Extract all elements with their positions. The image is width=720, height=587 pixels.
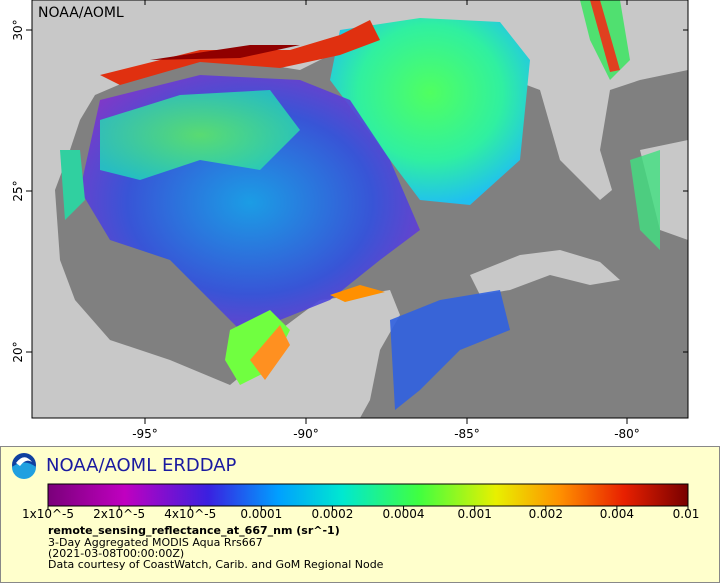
colorbar-ticks: 1x10^-5 2x10^-5 4x10^-5 0.0001 0.0002 0.0004 0… [22, 506, 699, 521]
info-line: Data courtesy of CoastWatch, Carib. and … [48, 558, 384, 571]
colorbar-label: 0.0004 [383, 507, 425, 521]
info-line: 3-Day Aggregated MODIS Aqua Rrs667 [48, 536, 263, 549]
x-tick-label: -85° [454, 427, 480, 441]
map: NOAA/AOML [31, 0, 689, 419]
y-tick-label: 30° [11, 19, 25, 40]
colorbar-label: 4x10^-5 [164, 507, 216, 521]
colorbar-label: 2x10^-5 [93, 507, 145, 521]
x-tick-label: -80° [614, 427, 640, 441]
info-line: (2021-03-08T00:00:00Z) [48, 547, 184, 560]
colorbar-label: 0.002 [529, 507, 563, 521]
colorbar [47, 483, 689, 507]
brand: NOAA/AOML ERDDAP [46, 455, 237, 476]
axes: -95° -90° -85° -80° 30° 25° 20° [11, 0, 688, 441]
colorbar-label: 0.001 [457, 507, 491, 521]
y-tick-label: 25° [11, 180, 25, 201]
colorbar-label: 0.0001 [240, 507, 282, 521]
variable: remote_sensing_reflectance_at_667_nm (sr… [48, 524, 340, 537]
noaa-logo [12, 453, 36, 479]
x-tick-label: -90° [293, 427, 319, 441]
colorbar-label: 0.0002 [311, 507, 353, 521]
x-tick-label: -95° [132, 427, 158, 441]
colorbar-label: 1x10^-5 [22, 507, 74, 521]
map-credit: NOAA/AOML [38, 5, 124, 21]
colorbar-label: 0.004 [600, 507, 634, 521]
y-tick-label: 20° [11, 341, 25, 362]
colorbar-label: 0.01 [673, 507, 700, 521]
legend-panel: NOAA/AOML ERDDAP remote_sensing_reflecta… [0, 446, 720, 583]
